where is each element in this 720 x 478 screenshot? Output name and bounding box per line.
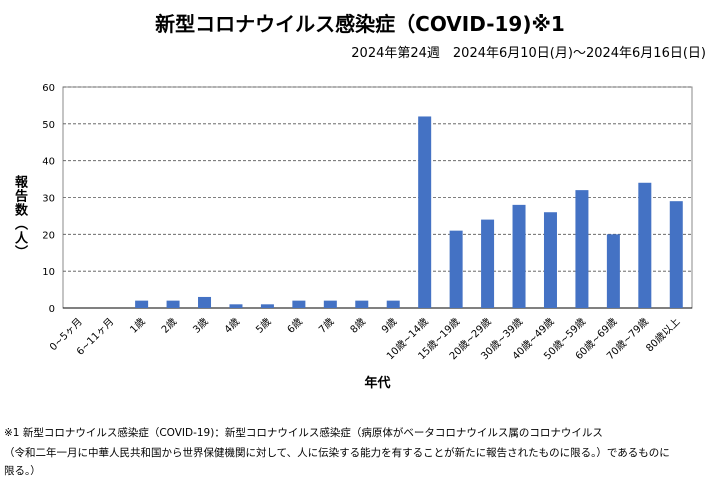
- y-tick-label: 0: [49, 304, 55, 315]
- footnote-line-3: 限る。）: [4, 465, 41, 477]
- bar: [512, 204, 526, 308]
- y-tick-label: 10: [42, 267, 55, 278]
- bar: [355, 300, 369, 308]
- x-tick-label: 1歳: [128, 316, 148, 336]
- bar: [229, 304, 243, 308]
- x-tick-label: 80歳以上: [644, 316, 683, 355]
- x-axis-label: 年代: [364, 375, 390, 391]
- y-tick-label: 40: [42, 157, 55, 168]
- bar: [638, 182, 652, 308]
- x-tick-label: 5歳: [253, 316, 273, 336]
- footnote-line-1: ※1 新型コロナウイルス感染症（COVID-19)：新型コロナウイルス感染症（病…: [4, 427, 603, 439]
- footnote-line-2: （令和二年一月に中華人民共和国から世界保健機関に対して、人に伝染する能力を有する…: [4, 447, 670, 459]
- plot-area: [62, 86, 693, 309]
- chart-subtitle: 2024年第24週 2024年6月10日(月)～2024年6月16日(日): [351, 46, 706, 61]
- x-tick-label: 3歳: [191, 316, 211, 336]
- bar: [198, 296, 212, 308]
- y-tick-label: 50: [42, 120, 55, 131]
- bar: [260, 304, 274, 308]
- bar: [669, 201, 683, 308]
- x-tick-label: 9歳: [379, 316, 399, 336]
- bar: [606, 234, 620, 308]
- x-tick-label: 7歳: [316, 316, 336, 336]
- x-tick-label: 4歳: [222, 316, 242, 336]
- bar: [449, 230, 463, 308]
- y-tick-label: 30: [42, 194, 55, 205]
- bar: [166, 300, 180, 308]
- y-axis-label: 報告数（人）: [12, 175, 27, 259]
- bar: [292, 300, 306, 308]
- x-tick-label: 2歳: [159, 316, 179, 336]
- bar: [386, 300, 400, 308]
- bar: [135, 300, 149, 308]
- x-tick-label: 8歳: [348, 316, 368, 336]
- chart-title: 新型コロナウイルス感染症（COVID-19)※1: [155, 12, 565, 36]
- bar: [481, 219, 495, 308]
- y-tick-label: 60: [42, 83, 55, 94]
- y-tick-label: 20: [42, 230, 55, 241]
- bar: [418, 116, 432, 308]
- bar: [323, 300, 337, 308]
- bar: [543, 212, 557, 308]
- x-tick-label: 6歳: [285, 316, 305, 336]
- bar: [575, 190, 589, 308]
